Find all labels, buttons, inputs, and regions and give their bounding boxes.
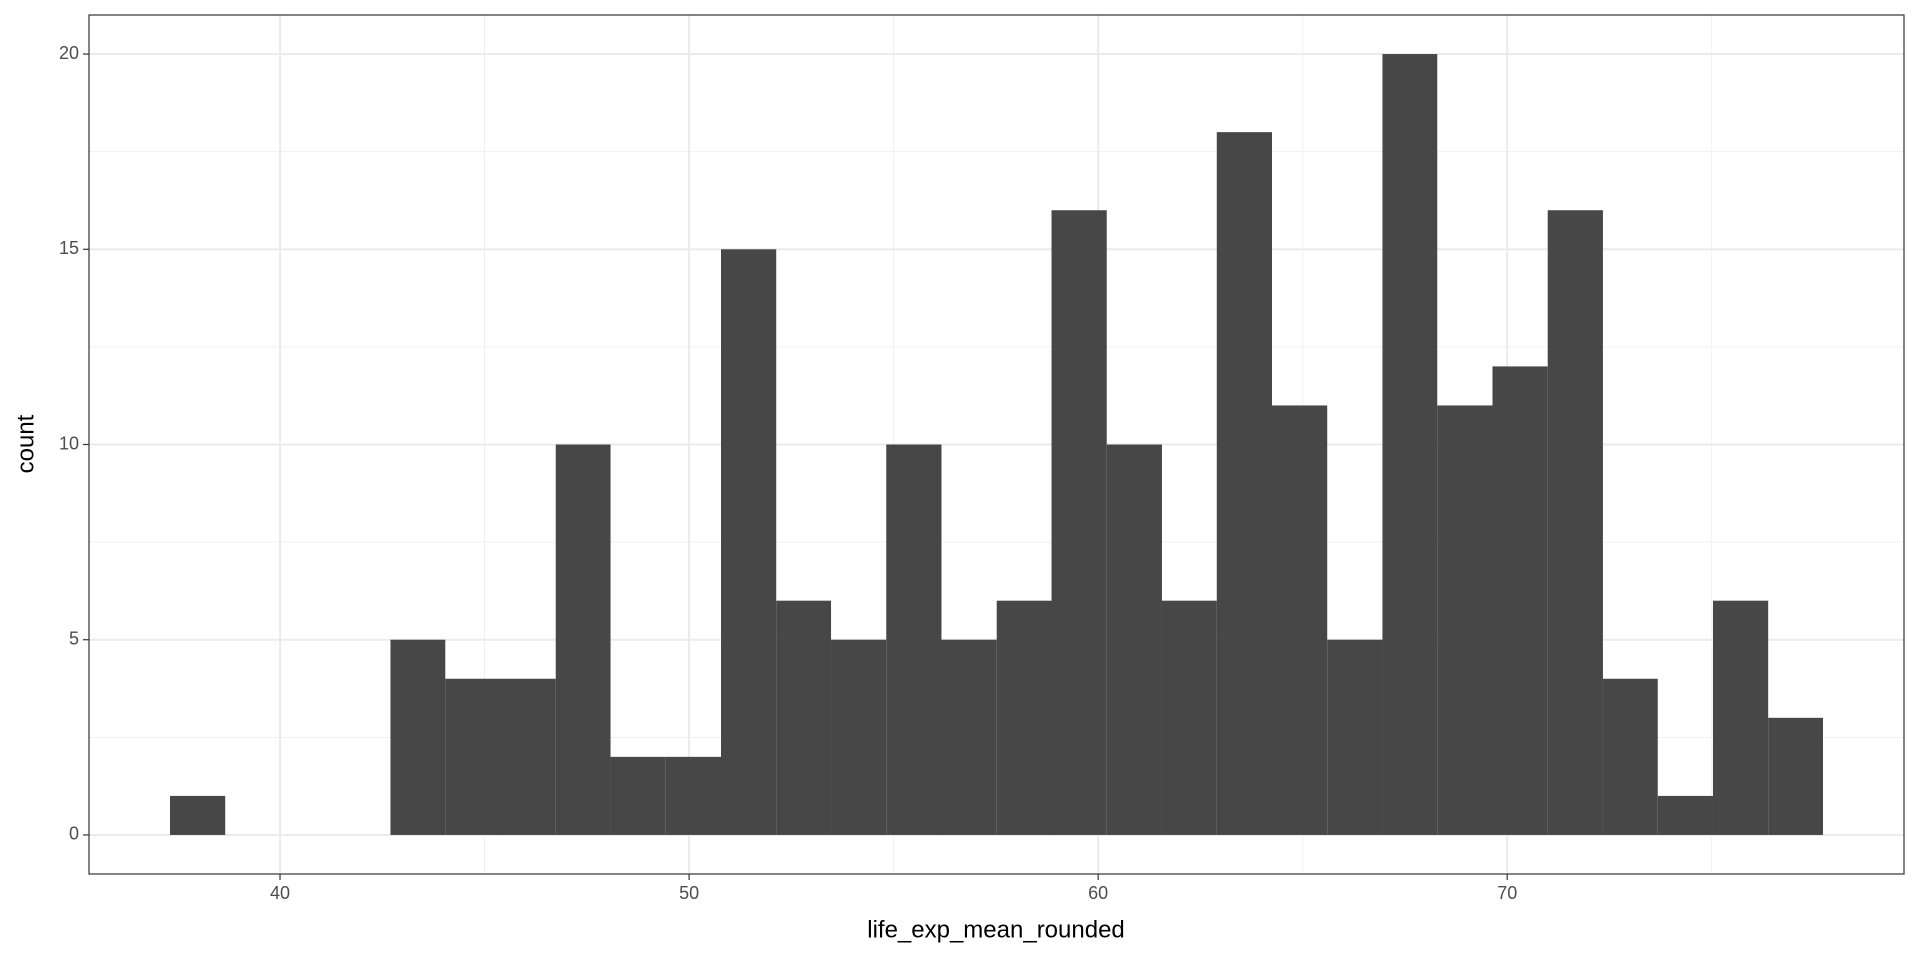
bar — [1106, 444, 1162, 835]
y-tick-label: 5 — [69, 628, 79, 648]
bar — [1602, 678, 1658, 835]
bar — [1437, 405, 1493, 835]
bar — [500, 678, 556, 835]
bar — [445, 678, 501, 835]
bar — [665, 756, 721, 835]
bar — [1657, 795, 1713, 835]
x-tick-label: 50 — [679, 883, 699, 903]
bar — [1768, 717, 1824, 835]
bar — [1161, 600, 1217, 835]
y-tick-label: 0 — [69, 824, 79, 844]
bar — [1051, 210, 1107, 835]
bar — [169, 795, 226, 835]
y-tick-label: 10 — [59, 433, 79, 453]
bar — [941, 639, 997, 835]
bar — [555, 444, 611, 835]
bar — [886, 444, 942, 835]
x-tick-label: 70 — [1497, 883, 1517, 903]
bar — [1547, 210, 1603, 835]
bar — [390, 639, 446, 835]
bar — [610, 756, 666, 835]
y-tick-label: 15 — [59, 238, 79, 258]
panel-border — [88, 14, 1905, 875]
y-axis-title: count — [12, 414, 39, 473]
bar — [831, 639, 887, 835]
bar — [1712, 600, 1769, 835]
bar — [1382, 54, 1438, 835]
x-tick-label: 60 — [1088, 883, 1108, 903]
bar — [1327, 639, 1383, 835]
bar — [1272, 405, 1328, 835]
x-tick-label: 40 — [270, 883, 290, 903]
bar — [1492, 366, 1548, 835]
bar — [996, 600, 1052, 835]
bar — [776, 600, 832, 835]
bar — [720, 249, 777, 835]
y-tick-label: 20 — [59, 43, 79, 63]
x-axis-title: life_exp_mean_rounded — [867, 916, 1125, 943]
bar — [1216, 132, 1273, 835]
